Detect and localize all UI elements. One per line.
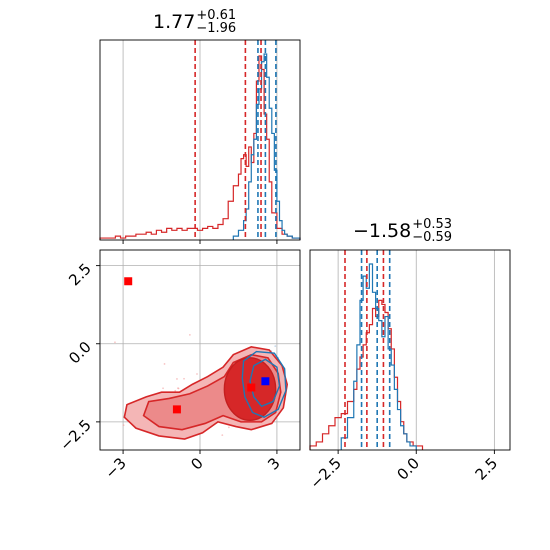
scatter-point — [122, 424, 125, 427]
contour-ytick-label-0: 2.5 — [65, 260, 95, 290]
right-hist-xtick-label-2: 2.5 — [472, 454, 502, 484]
marker-0 — [124, 277, 133, 286]
scatter-point — [325, 394, 327, 396]
scatter-point — [174, 389, 177, 392]
contour-group — [114, 277, 336, 440]
scatter-point — [163, 363, 166, 365]
right-histogram-frame — [309, 249, 511, 451]
title-1-plus-error: +0.61 — [196, 8, 237, 23]
scatter-point — [227, 426, 230, 429]
scatter-point — [274, 345, 277, 348]
right-hist-xtick-label-1: 0.0 — [393, 454, 423, 484]
top-histogram-series-1 — [232, 53, 301, 240]
scatter-point — [306, 374, 308, 376]
scatter-point — [114, 341, 116, 344]
scatter-point — [188, 333, 191, 336]
title-parameter-2: −1.58 +0.53 −0.59 — [353, 218, 452, 244]
contour-xtick-label-2: 3 — [264, 454, 283, 473]
scatter-point — [177, 387, 180, 390]
marker-1 — [172, 405, 181, 414]
scatter-point — [302, 405, 304, 407]
right-histogram-series-0 — [309, 299, 424, 450]
title-2-minus-error: −0.59 — [412, 230, 453, 245]
right-hist-xtick-label-0: −2.5 — [306, 454, 344, 492]
contour-xtick-label-0: −3 — [102, 454, 130, 482]
title-1-minus-error: −1.96 — [196, 21, 237, 36]
scatter-point — [176, 378, 178, 380]
title-1-value: 1.77 — [153, 11, 196, 33]
contour-ytick-label-1: 0.0 — [65, 338, 95, 368]
scatter-point — [221, 434, 224, 437]
right-histogram-series-1 — [340, 263, 417, 450]
title-parameter-1: 1.77 +0.61 −1.96 — [153, 9, 236, 35]
scatter-point — [162, 387, 164, 390]
title-2-value: −1.58 — [353, 220, 412, 242]
marker-3 — [261, 377, 270, 386]
title-2-plus-error: +0.53 — [412, 217, 453, 232]
scatter-point — [196, 373, 198, 375]
top-histogram-series-0 — [99, 55, 301, 240]
contour-xtick-label-1: 0 — [187, 454, 206, 473]
scatter-point — [183, 377, 185, 380]
contour-ytick-label-2: −2.5 — [56, 416, 94, 454]
marker-2 — [247, 383, 256, 392]
scatter-point — [334, 371, 336, 373]
contour-blue-outer — [241, 350, 287, 418]
